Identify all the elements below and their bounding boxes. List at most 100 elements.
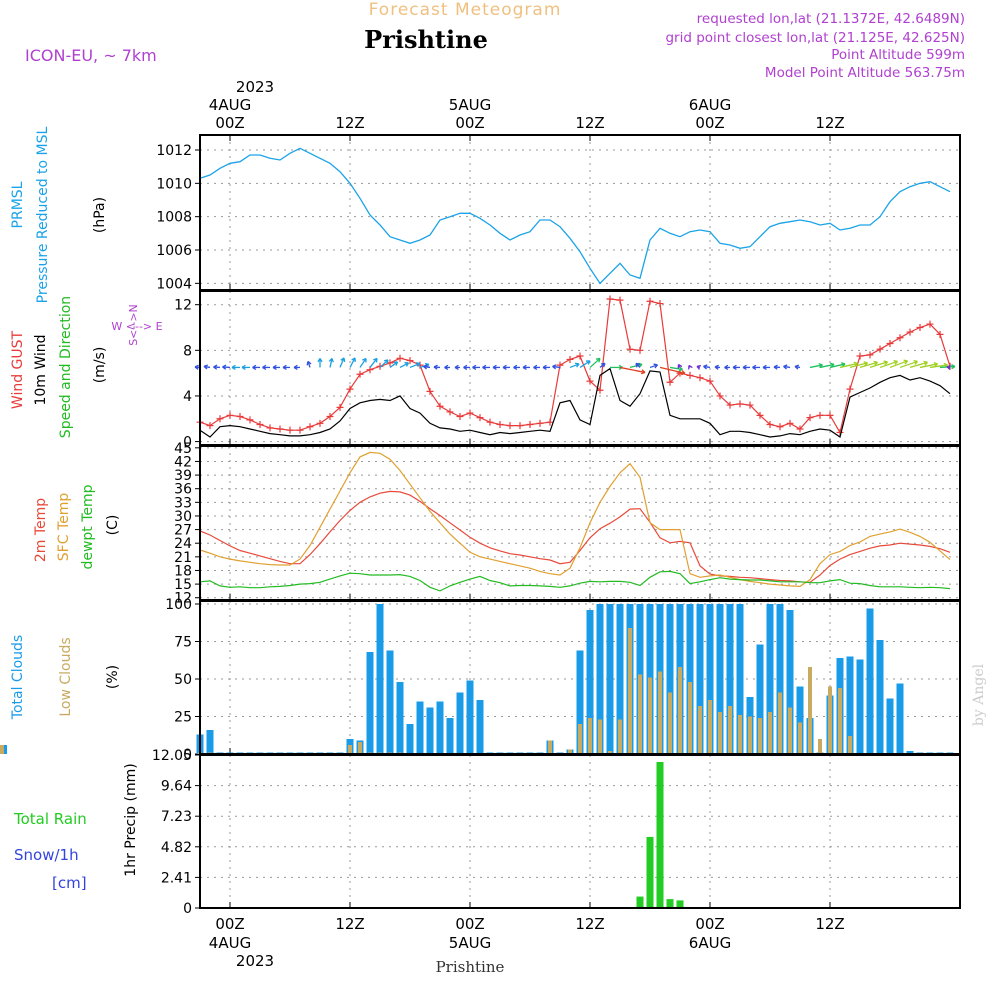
temp-ytick-label: 18 [174,563,192,579]
wind-vector-head [222,364,227,370]
temp-ytick-label: 15 [174,577,192,593]
wind-vector-head [680,370,686,376]
bottom-year-label: 2023 [236,952,274,970]
requested-coords: requested lon,lat (21.1372E, 42.6489N) [697,11,965,27]
wind-vector-head [742,364,747,371]
wind-gust-point [866,351,874,359]
wind-gust-point [596,386,604,394]
wind-gust-point [886,339,894,347]
wind-vector [359,358,367,368]
wind-vector-head [433,364,438,370]
sfc-temp-series-line [199,451,951,588]
wind-frame [199,290,961,446]
wind-gust-point [496,420,504,428]
wind-vector-head [362,357,367,363]
wind-gust-point [206,422,214,430]
wind-vector-head [423,364,428,370]
total-clouds-bar [436,701,444,754]
wind-vector-head [923,360,928,366]
low-clouds-bar [848,736,852,754]
wind-gust-point [396,354,404,362]
total-clouds-bar [906,751,914,754]
total-clouds-bar [856,659,864,754]
wind-gust-point [326,412,334,420]
precip-ytick-label: 4.82 [161,840,192,856]
wind-vector [879,360,898,369]
wind-vector-head [522,364,527,371]
wind-gust-point [636,346,644,354]
wind-gust-point [736,400,744,408]
wind-gust-point [906,328,914,336]
total-clouds-bar [586,610,594,754]
wind-vector [819,363,835,369]
wind-gust-point [216,415,224,423]
wind-vector [929,364,948,369]
low-clouds-bar [548,740,552,754]
wind-gust-point [806,414,814,422]
wind-vector [869,361,888,369]
wind-vector-head [231,364,236,371]
wind-gust-point [926,320,934,328]
wind-vector [589,357,601,368]
pressure-frame [199,134,961,291]
low-clouds-bar [568,749,572,754]
wind-gust-point [556,361,564,369]
low-clouds-bar [688,682,692,754]
wind-vector-head [903,359,909,365]
compass-we-label: W <--> E [111,320,162,333]
wind-gust-point [696,374,704,382]
compass-sn-label: S<-->N [127,304,140,346]
low-clouds-bar [788,707,792,754]
wind-gust-point [546,418,554,426]
low-clouds-bar [648,677,652,754]
total-clouds-bar [776,604,784,754]
snow-label: Snow/1h [14,846,79,864]
low-clouds-bar [0,745,4,754]
clouds-ytick-label: 100 [165,597,192,613]
wind-gust-point [466,409,474,417]
wind-vector [619,366,646,374]
dewpt-series-line [199,570,951,592]
wind-vector-head [773,364,778,370]
t2m-series-line [199,490,951,583]
wind-ytick-label: 8 [183,343,192,359]
wind-gust-point [336,403,344,411]
wind-vector-head [600,362,606,368]
low-clouds-bar [608,751,612,754]
temp-ytick-label: 33 [174,495,192,511]
wind-gust-point [226,411,234,419]
wind-vector-head [463,364,468,371]
low-clouds-bar [808,667,812,754]
wind-panel: 0 4 8 12 [174,290,961,451]
pressure-ytick-label: 1010 [156,176,192,192]
temp-ytick-label: 39 [174,468,192,484]
wind-vector-head [893,359,898,365]
pressure-unit-label: (hPa) [92,197,108,233]
wind-vector-head [703,364,708,370]
wind-gust-point [916,324,924,332]
low-clouds-bar [718,712,722,754]
wind-vector-head [293,364,298,371]
wind-vector-head [732,364,737,371]
total-clouds-bar [696,604,704,754]
rain-bar [676,900,684,908]
wind-vector [339,357,345,368]
total-clouds-bar [796,686,804,754]
bottom-date-label: 5AUG [449,934,491,952]
wind-gust-point [296,426,304,434]
wind-vector-head [585,360,591,365]
wind-vector [579,360,591,368]
wind-vector-head [194,364,199,370]
total-clouds-bar [736,604,744,754]
total-clouds-bar [616,604,624,754]
low-clouds-bar [738,715,742,754]
wind-vector-head [552,364,557,370]
wind-gust-point [606,295,614,303]
wind-vector-head [502,364,507,371]
wind-vector-head [340,357,346,362]
location-title: Prishtine [364,25,488,54]
wind-vector-head [241,364,246,371]
precip-ytick-label: 9.64 [161,779,192,795]
wind-vector-head [262,364,267,371]
wind-gust-point [376,362,384,370]
